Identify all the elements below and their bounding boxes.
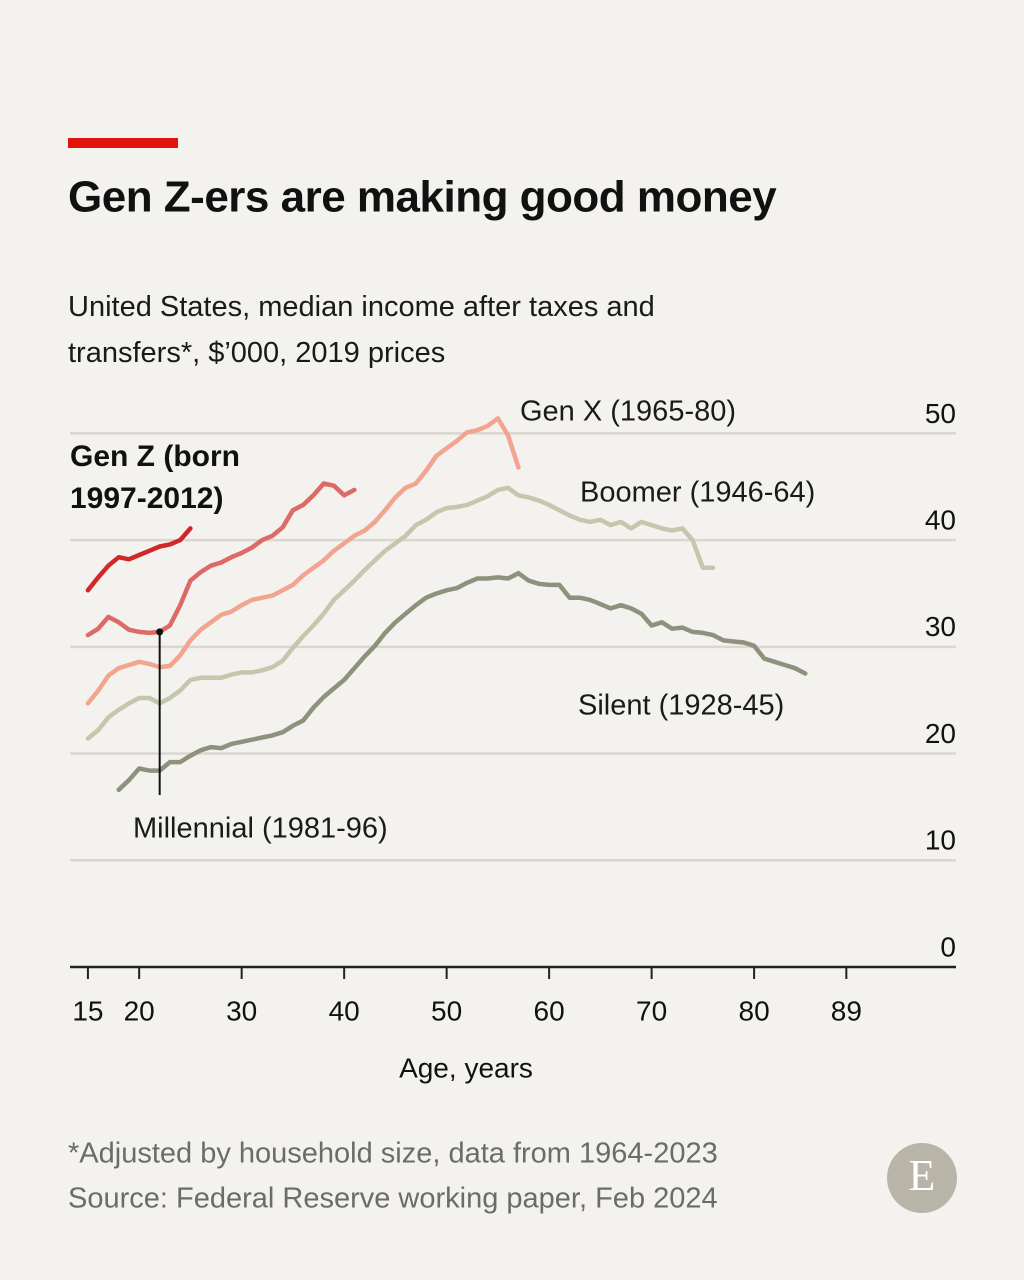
x-tick-label: 89 <box>831 995 862 1026</box>
subtitle: United States, median income after taxes… <box>68 291 655 369</box>
x-tick-label: 70 <box>636 995 667 1026</box>
series-line <box>85 481 357 638</box>
x-tick-label: 40 <box>329 995 360 1026</box>
source: Source: Federal Reserve working paper, F… <box>68 1183 718 1215</box>
y-tick-label: 50 <box>925 398 956 429</box>
series-label: Gen X (1965-80) <box>520 396 736 428</box>
chart-title: Gen Z-ers are making good money <box>68 173 777 222</box>
x-tick-label: 20 <box>124 995 155 1026</box>
x-tick-label: 60 <box>534 995 565 1026</box>
y-tick-label: 40 <box>925 504 956 535</box>
series-label: Gen Z (born 1997-2012) <box>70 440 240 515</box>
accent-bar <box>68 138 178 148</box>
logo: E <box>909 1151 936 1200</box>
y-tick-label: 10 <box>925 825 956 856</box>
x-tick-label: 50 <box>431 995 462 1026</box>
x-tick-label: 15 <box>72 995 103 1026</box>
footnote: *Adjusted by household size, data from 1… <box>68 1138 718 1170</box>
logo-circle <box>887 1143 957 1213</box>
x-axis-label: Age, years <box>399 1052 533 1083</box>
series-line <box>85 485 716 741</box>
y-tick-label: 20 <box>925 718 956 749</box>
series-line <box>85 526 193 593</box>
leader-dot <box>156 628 164 636</box>
series-label: Silent (1928-45) <box>578 690 784 722</box>
series-line <box>116 570 808 793</box>
y-tick-label: 30 <box>925 611 956 642</box>
series-label: Boomer (1946-64) <box>580 477 815 509</box>
series-label: Millennial (1981-96) <box>133 813 388 845</box>
y-tick-label: 0 <box>940 931 956 962</box>
x-tick-label: 30 <box>226 995 257 1026</box>
x-tick-label: 80 <box>739 995 770 1026</box>
